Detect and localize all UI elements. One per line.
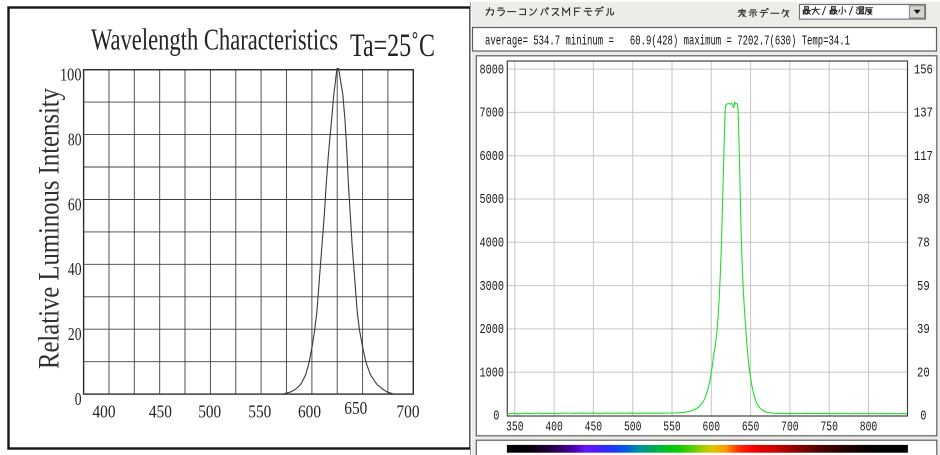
svg-text:3000: 3000 — [480, 279, 505, 295]
svg-text:80: 80 — [68, 130, 82, 150]
svg-text:350: 350 — [506, 419, 524, 435]
svg-text:117: 117 — [914, 149, 933, 165]
svg-text:800: 800 — [860, 419, 878, 435]
svg-text:40: 40 — [68, 259, 82, 279]
svg-text:400: 400 — [545, 419, 563, 435]
svg-text:137: 137 — [914, 106, 933, 122]
svg-text:700: 700 — [781, 419, 799, 435]
svg-text:500: 500 — [624, 419, 642, 435]
svg-text:Wavelength Characteristics: Wavelength Characteristics — [91, 22, 338, 57]
svg-text:Ta=25˚C: Ta=25˚C — [350, 28, 435, 64]
svg-text:0: 0 — [493, 409, 499, 425]
svg-text:average= 534.7 mininum = 60.: average= 534.7 mininum = 60.9(428) maxim… — [485, 34, 850, 50]
svg-text:650: 650 — [742, 419, 760, 435]
svg-text:98: 98 — [917, 192, 930, 208]
svg-text:8000: 8000 — [480, 62, 505, 78]
svg-text:6000: 6000 — [480, 149, 505, 165]
svg-text:650: 650 — [344, 398, 367, 418]
svg-text:750: 750 — [820, 419, 838, 435]
svg-text:600: 600 — [298, 401, 321, 421]
svg-text:550: 550 — [248, 401, 271, 421]
svg-text:7000: 7000 — [480, 106, 505, 122]
svg-text:1000: 1000 — [480, 365, 505, 381]
svg-text:450: 450 — [585, 419, 603, 435]
svg-text:0: 0 — [75, 389, 82, 409]
svg-text:400: 400 — [93, 401, 116, 421]
svg-text:5000: 5000 — [480, 192, 505, 208]
svg-text:39: 39 — [917, 322, 930, 338]
svg-text:Relative Luminous Intensity: Relative Luminous Intensity — [33, 88, 66, 369]
svg-text:156: 156 — [914, 62, 933, 78]
svg-text:20: 20 — [917, 365, 930, 381]
svg-text:550: 550 — [663, 419, 681, 435]
svg-text:60: 60 — [68, 194, 82, 214]
svg-text:100: 100 — [60, 65, 82, 85]
svg-text:0: 0 — [920, 409, 926, 425]
svg-text:59: 59 — [917, 279, 930, 295]
svg-text:4000: 4000 — [480, 236, 505, 252]
svg-text:78: 78 — [917, 236, 930, 252]
svg-text:500: 500 — [198, 401, 221, 421]
svg-text:700: 700 — [397, 401, 420, 421]
svg-text:600: 600 — [703, 419, 721, 435]
svg-text:20: 20 — [68, 324, 82, 344]
svg-text:450: 450 — [149, 401, 172, 421]
svg-text:2000: 2000 — [480, 322, 505, 338]
